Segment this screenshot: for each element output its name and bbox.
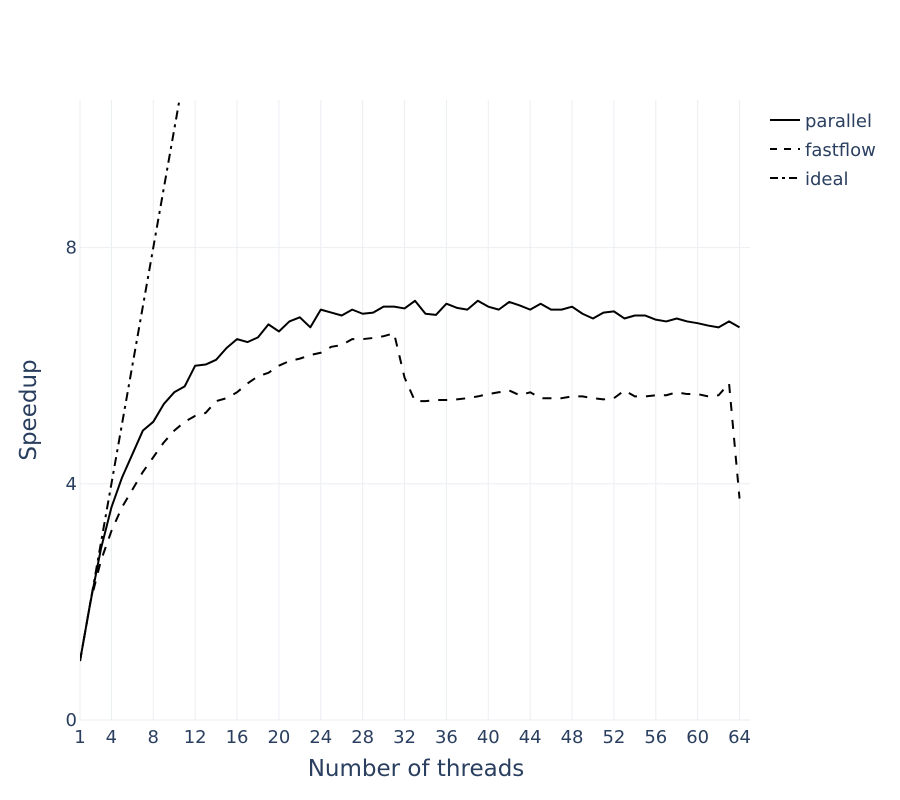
x-axis-title: Number of threads — [308, 756, 525, 782]
x-tick-label: 4 — [106, 727, 117, 748]
x-tick-label: 60 — [686, 727, 709, 748]
x-tick-label: 40 — [477, 727, 500, 748]
x-tick-label: 8 — [148, 727, 159, 748]
x-tick-label: 12 — [184, 727, 207, 748]
x-tick-label: 48 — [561, 727, 584, 748]
legend-label-parallel[interactable]: parallel — [805, 111, 872, 132]
grid — [79, 100, 750, 721]
y-tick-label: 0 — [66, 710, 77, 731]
x-tick-label: 20 — [267, 727, 290, 748]
legend-label-ideal[interactable]: ideal — [805, 169, 849, 190]
x-tick-label: 32 — [393, 727, 416, 748]
legend-label-fastflow[interactable]: fastflow — [805, 140, 876, 161]
y-tick-label: 4 — [66, 474, 77, 495]
y-axis-title: Speedup — [16, 359, 42, 460]
x-tick-label: 1 — [74, 727, 85, 748]
x-tick-label: 44 — [519, 727, 542, 748]
series-line-parallel — [80, 299, 741, 662]
x-tick-label: 56 — [644, 727, 667, 748]
x-tick-label: 64 — [728, 727, 751, 748]
x-tick-label: 52 — [602, 727, 625, 748]
x-tick-label: 28 — [351, 727, 374, 748]
legend: parallel fastflow ideal — [770, 111, 876, 190]
y-tick-label: 8 — [66, 238, 77, 259]
series-layer — [80, 100, 741, 662]
x-tick-label: 16 — [226, 727, 249, 748]
x-axis-ticks: 1 4 8 12 16 20 24 28 32 36 40 44 48 52 56 60 64 — [74, 727, 751, 748]
y-axis-ticks: 0 4 8 — [66, 238, 77, 731]
x-tick-label: 36 — [435, 727, 458, 748]
series-line-ideal — [80, 100, 181, 662]
series-line-fastflow — [80, 332, 741, 662]
x-tick-label: 24 — [309, 727, 332, 748]
